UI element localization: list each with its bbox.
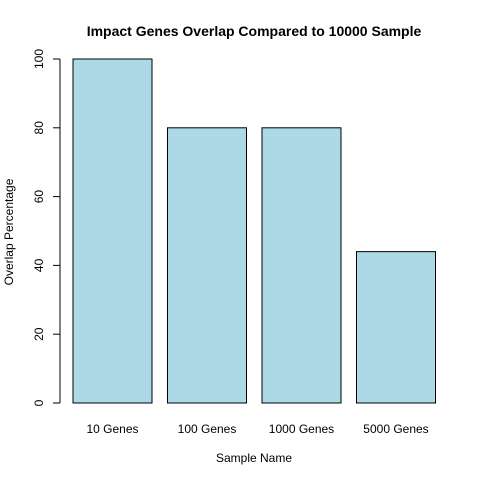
x-tick-label: 1000 Genes (269, 422, 334, 436)
x-tick-label: 5000 Genes (363, 422, 428, 436)
x-tick-label: 10 Genes (86, 422, 138, 436)
x-axis-labels: 10 Genes 100 Genes 1000 Genes 5000 Genes (86, 422, 428, 436)
y-axis-label: Overlap Percentage (2, 178, 16, 285)
x-axis-label: Sample Name (216, 451, 292, 465)
x-tick-label: 100 Genes (178, 422, 237, 436)
bars (72, 58, 436, 404)
y-tick-label: 100 (32, 49, 46, 69)
y-tick-label: 0 (32, 399, 46, 406)
bar (167, 127, 247, 404)
bar (261, 127, 342, 404)
bar (72, 58, 153, 404)
y-tick-label: 20 (32, 327, 46, 341)
y-tick-label: 60 (32, 190, 46, 204)
bar (356, 251, 436, 404)
chart-title: Impact Genes Overlap Compared to 10000 S… (87, 23, 422, 39)
y-tick-label: 80 (32, 121, 46, 135)
y-tick-label: 40 (32, 258, 46, 272)
y-axis: 0 20 40 60 80 100 (32, 49, 61, 406)
